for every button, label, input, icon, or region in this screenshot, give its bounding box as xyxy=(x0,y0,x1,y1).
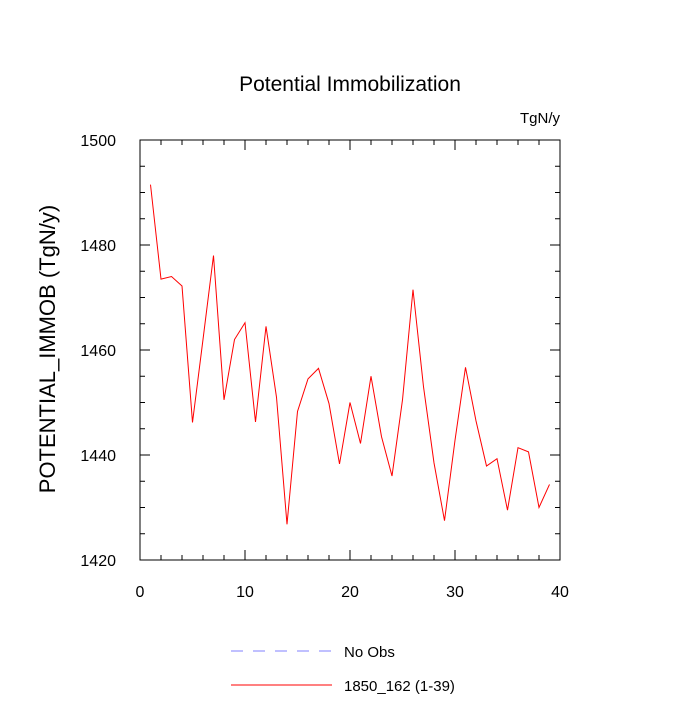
y-tick-label: 1480 xyxy=(80,238,116,255)
axes: 0 10 20 30 40 1420 1440 1460 1480 1500 xyxy=(80,133,569,601)
legend-label-0: No Obs xyxy=(344,644,395,661)
x-tick-label: 10 xyxy=(236,584,254,601)
x-tick-label: 40 xyxy=(551,584,569,601)
chart-title: Potential Immobilization xyxy=(239,73,461,96)
x-tick-label: 20 xyxy=(341,584,359,601)
plot-frame xyxy=(139,139,561,561)
x-tick-label: 0 xyxy=(136,584,145,601)
y-tick-label: 1420 xyxy=(80,553,116,570)
series-line-1 xyxy=(150,184,550,525)
plot-lines xyxy=(150,184,550,525)
units-label: TgN/y xyxy=(520,110,561,127)
y-tick-label: 1460 xyxy=(80,343,116,360)
legend-label-1: 1850_162 (1-39) xyxy=(344,678,455,695)
x-tick-label: 30 xyxy=(446,584,464,601)
y-tick-label: 1440 xyxy=(80,448,116,465)
y-tick-label: 1500 xyxy=(80,133,116,150)
legend: No Obs 1850_162 (1-39) xyxy=(231,644,455,695)
y-axis-label: POTENTIAL_IMMOB (TgN/y) xyxy=(35,205,60,493)
